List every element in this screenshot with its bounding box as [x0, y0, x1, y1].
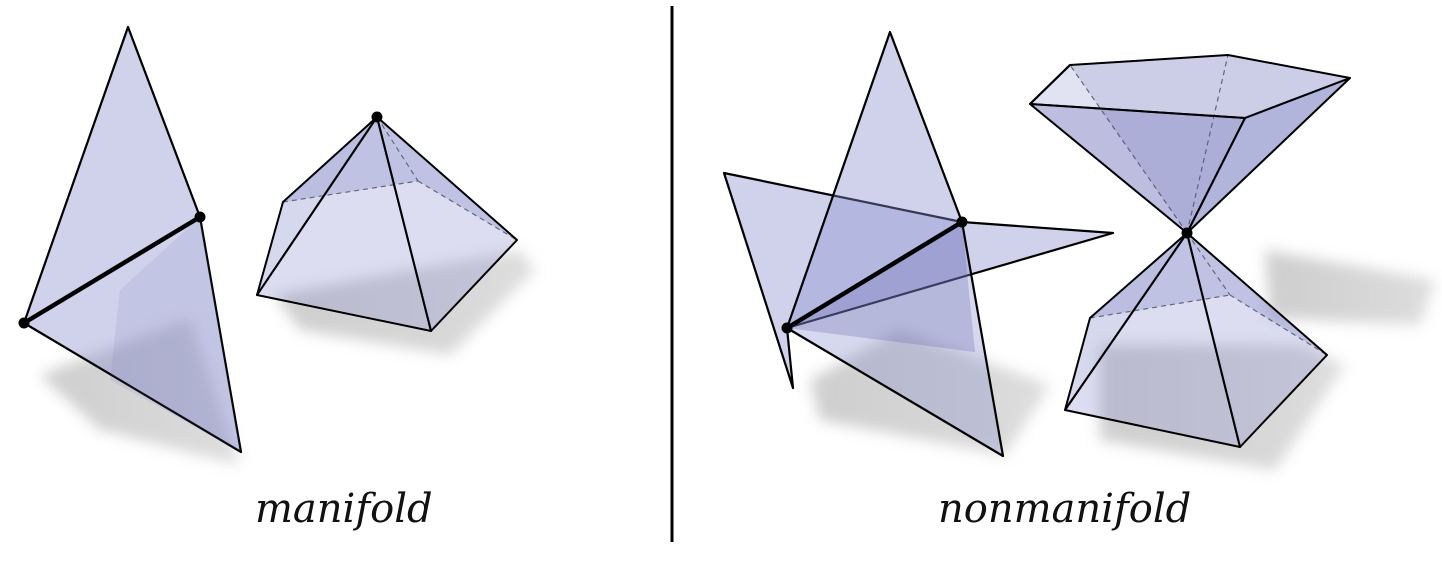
nonmanifold-edge-example — [722, 30, 1115, 458]
vertex-marker — [781, 322, 793, 334]
shared-edge — [22, 215, 202, 325]
bottom-cone-back-face — [1090, 233, 1230, 318]
hidden-edge — [1186, 54, 1229, 234]
top-cone-edge — [1029, 64, 1071, 105]
lower-triangle-shading — [110, 217, 241, 452]
top-cone-front-face — [1186, 77, 1351, 234]
manifold-edge-example — [18, 25, 243, 454]
hidden-edge — [1089, 294, 1231, 319]
shadow-bowtie-top — [1265, 250, 1435, 325]
shared-edge — [785, 220, 964, 330]
vertex-marker — [18, 317, 30, 329]
shadow-bowtie-bottom — [1100, 345, 1345, 470]
top-cone-front-face — [1029, 103, 1246, 234]
vertex-marker — [371, 111, 383, 123]
vertex-marker — [956, 216, 968, 228]
top-cone-inner-face — [1187, 55, 1350, 233]
overlap-dark-region — [787, 222, 975, 352]
shadows — [40, 250, 1435, 470]
pyramid-back-face — [283, 117, 418, 202]
manifold-vertex-example — [256, 111, 518, 332]
nonmanifold-caption: nonmanifold — [938, 486, 1192, 532]
hidden-edge — [1186, 232, 1231, 296]
pyramid-front-face — [376, 116, 518, 332]
hidden-edge — [282, 180, 419, 203]
shadow-left-pyramid — [275, 250, 535, 355]
vertex-marker — [194, 211, 206, 223]
bottom-cone-front-face — [1186, 232, 1328, 448]
vertex-marker — [1181, 227, 1193, 239]
top-cone-inner-face — [1070, 55, 1228, 233]
hidden-edge — [417, 180, 518, 241]
manifold-caption: manifold — [255, 486, 433, 532]
nonmanifold-vertex-example — [1029, 54, 1351, 448]
hidden-edge — [1069, 64, 1188, 234]
hidden-edge — [1229, 294, 1328, 356]
hidden-edge — [376, 116, 419, 182]
shadow-right-triangles — [810, 330, 1050, 455]
